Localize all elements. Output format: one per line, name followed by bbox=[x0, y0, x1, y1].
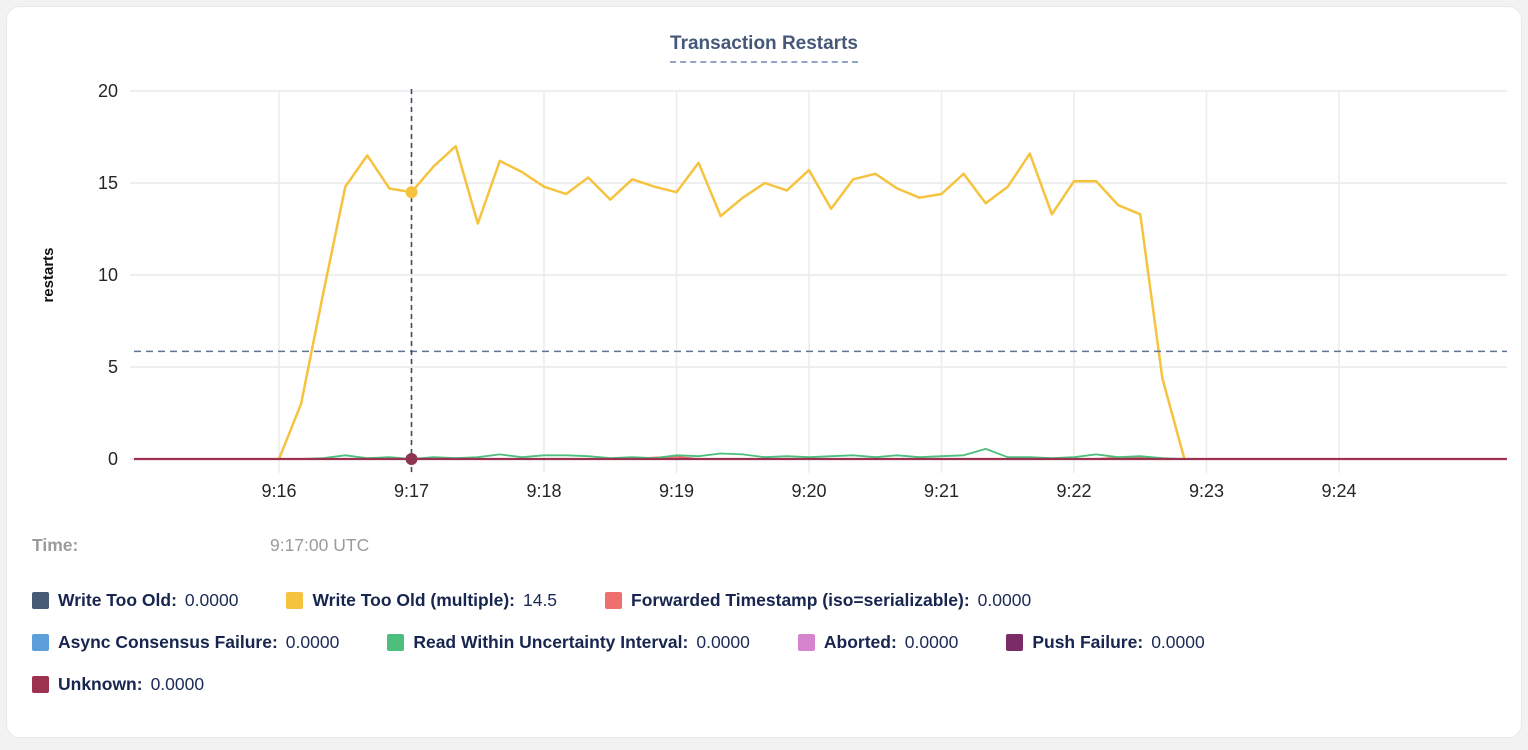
chart-title: Transaction Restarts bbox=[670, 33, 858, 63]
series-line-write-too-old-multiple bbox=[277, 144, 1186, 461]
x-tick-label: 9:19 bbox=[659, 481, 694, 501]
y-axis-title: restarts bbox=[40, 247, 57, 302]
hover-dot-zero bbox=[405, 453, 418, 465]
legend-swatch-icon bbox=[32, 592, 49, 609]
hover-time-row: Time: 9:17:00 UTC bbox=[7, 535, 1521, 559]
legend-item-write-too-old-multiple: Write Too Old (multiple): 14.5 bbox=[286, 590, 557, 611]
x-tick-label: 9:17 bbox=[394, 481, 429, 501]
legend-row: Write Too Old: 0.0000 Write Too Old (multi… bbox=[32, 590, 1502, 611]
legend-value: 14.5 bbox=[522, 590, 558, 610]
legend-item-push-failure: Push Failure: 0.0000 bbox=[1006, 632, 1205, 653]
chart-card: Transaction Restarts 0 5 10 15 20 9:16 9:17 9:1… bbox=[6, 6, 1522, 738]
legend-label: Aborted: bbox=[823, 632, 897, 652]
x-tick-label: 9:18 bbox=[526, 481, 561, 501]
transaction-restarts-chart[interactable]: 0 5 10 15 20 9:16 9:17 9:18 9:19 9:20 9:21 9:22 9:23… bbox=[7, 7, 1522, 527]
legend-label: Async Consensus Failure: bbox=[58, 632, 278, 652]
x-tick-label: 9:23 bbox=[1189, 481, 1224, 501]
legend-item-write-too-old: Write Too Old: 0.0000 bbox=[32, 590, 238, 611]
legend-value: 0.0000 bbox=[184, 590, 239, 610]
hover-dot-write-too-old-multiple bbox=[405, 186, 418, 199]
legend-item-read-within-uncertainty-interval: Read Within Uncertainty Interval: 0.0000 bbox=[387, 632, 750, 653]
time-value: 9:17:00 UTC bbox=[270, 535, 370, 555]
series-line-read-within-uncertainty-interval bbox=[278, 447, 1186, 460]
legend-value: 0.0000 bbox=[904, 632, 959, 652]
y-tick-label: 15 bbox=[98, 173, 118, 193]
y-tick-label: 5 bbox=[108, 357, 118, 377]
legend-label: Forwarded Timestamp (iso=serializable): bbox=[631, 590, 970, 610]
legend-swatch-icon bbox=[286, 592, 304, 609]
legend-value: 0.0000 bbox=[285, 632, 340, 652]
legend-value: 0.0000 bbox=[150, 674, 205, 694]
legend-label: Read Within Uncertainty Interval: bbox=[413, 632, 689, 652]
x-tick-label: 9:20 bbox=[791, 481, 826, 501]
legend-swatch-icon bbox=[797, 634, 815, 651]
legend-swatch-icon bbox=[32, 634, 49, 651]
legend-row: Async Consensus Failure: 0.0000 Read Withi… bbox=[32, 632, 1502, 653]
legend-value: 0.0000 bbox=[696, 632, 750, 652]
legend-label: Unknown: bbox=[58, 674, 143, 694]
legend-item-forwarded-timestamp-iso-serializable: Forwarded Timestamp (iso=serializable): 0… bbox=[605, 590, 1031, 611]
time-label: Time: bbox=[32, 535, 79, 555]
x-tick-label: 9:16 bbox=[261, 481, 296, 501]
y-tick-label: 10 bbox=[98, 265, 118, 285]
legend-swatch-icon bbox=[32, 676, 49, 693]
legend-label: Write Too Old: bbox=[58, 590, 177, 610]
legend-label: Write Too Old (multiple): bbox=[312, 590, 515, 610]
legend-row: Unknown: 0.0000 bbox=[32, 674, 1502, 695]
legend-swatch-icon bbox=[1006, 634, 1024, 651]
y-tick-label: 20 bbox=[98, 81, 118, 101]
series-legend: Write Too Old: 0.0000 Write Too Old (multi… bbox=[32, 590, 1502, 716]
legend-value: 0.0000 bbox=[1151, 632, 1205, 652]
y-tick-label: 0 bbox=[108, 449, 118, 469]
legend-label: Push Failure: bbox=[1032, 632, 1144, 652]
legend-swatch-icon bbox=[387, 634, 405, 651]
legend-item-aborted: Aborted: 0.0000 bbox=[797, 632, 959, 653]
legend-item-unknown: Unknown: 0.0000 bbox=[32, 674, 204, 695]
legend-swatch-icon bbox=[605, 592, 623, 609]
x-tick-label: 9:22 bbox=[1056, 481, 1091, 501]
x-tick-label: 9:24 bbox=[1321, 481, 1356, 501]
x-tick-label: 9:21 bbox=[924, 481, 959, 501]
legend-item-async-consensus-failure: Async Consensus Failure: 0.0000 bbox=[32, 632, 339, 653]
legend-value: 0.0000 bbox=[977, 590, 1032, 610]
